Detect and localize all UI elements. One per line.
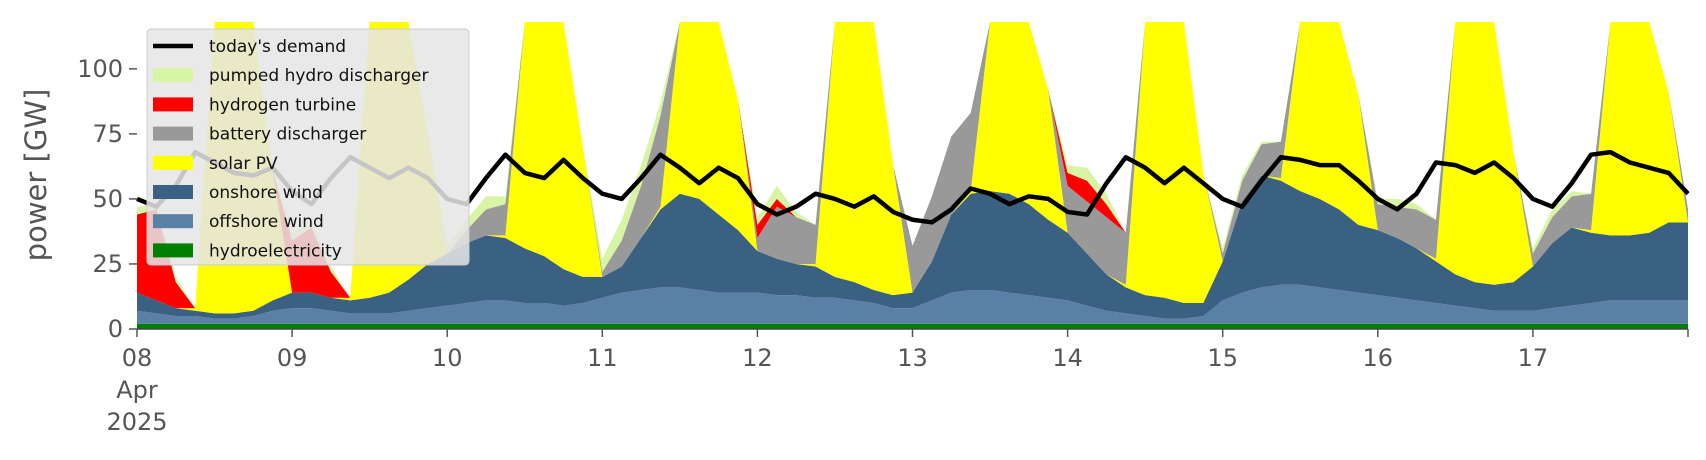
y-tick-label: 75 [92,120,123,148]
x-tick-year: 2025 [106,408,167,436]
x-tick-label: 14 [1052,344,1083,372]
x-tick-label: 12 [742,344,773,372]
x-tick-label: 16 [1363,344,1394,372]
area-hydroelectricity [137,323,1688,329]
area-battery-discharger [137,22,1688,309]
y-tick-label: 25 [92,250,123,278]
legend-label-hydrogen-turbine: hydrogen turbine [209,95,356,115]
x-tick-label: 15 [1207,344,1238,372]
legend-swatch-onshore-wind [153,185,193,199]
legend-swatch-offshore-wind [153,214,193,229]
legend-swatch-battery-discharger [153,126,193,141]
legend-label-today-s-demand: today's demand [209,37,346,57]
legend-box [146,28,470,266]
x-tick-label: 17 [1518,344,1549,372]
y-tick-label: 0 [108,315,123,343]
x-tick-label: 13 [897,344,928,372]
legend-label-offshore-wind: offshore wind [209,212,324,232]
legend-swatch-hydroelectricity [153,243,193,258]
x-tick-label: 08 [122,344,153,372]
y-tick-label: 50 [92,185,123,213]
legend-swatch-pumped-hydro-discharger [153,68,193,83]
x-tick-label: 09 [277,344,308,372]
legend-label-battery-discharger: battery discharger [209,125,366,145]
legend-label-pumped-hydro-discharger: pumped hydro discharger [209,66,428,86]
legend: today's demand pumped hydro discharger hyd… [146,28,470,266]
legend-label-solar-pv: solar PV [209,154,278,174]
area-hydrogen-turbine [137,22,1688,309]
legend-swatch-hydrogen-turbine [153,97,193,112]
axes: 0 25 50 75 100 08 Apr 2025 09 10 11 12 13 14 15 16 17 [77,55,1689,436]
x-tick-label: 11 [587,344,618,372]
y-tick-label: 100 [77,55,123,83]
x-tick-month: Apr [116,376,158,404]
area-solar-pv [137,22,1688,314]
stacked-area-layer [137,22,1688,329]
area-offshore-wind [137,284,1688,324]
x-tick-label: 10 [432,344,463,372]
legend-swatch-solar-pv [153,155,193,170]
legend-label-hydroelectricity: hydroelectricity [209,241,342,261]
area-onshore-wind [137,175,1688,319]
legend-label-onshore-wind: onshore wind [209,183,323,203]
y-axis-label: power [GW] [19,89,53,262]
